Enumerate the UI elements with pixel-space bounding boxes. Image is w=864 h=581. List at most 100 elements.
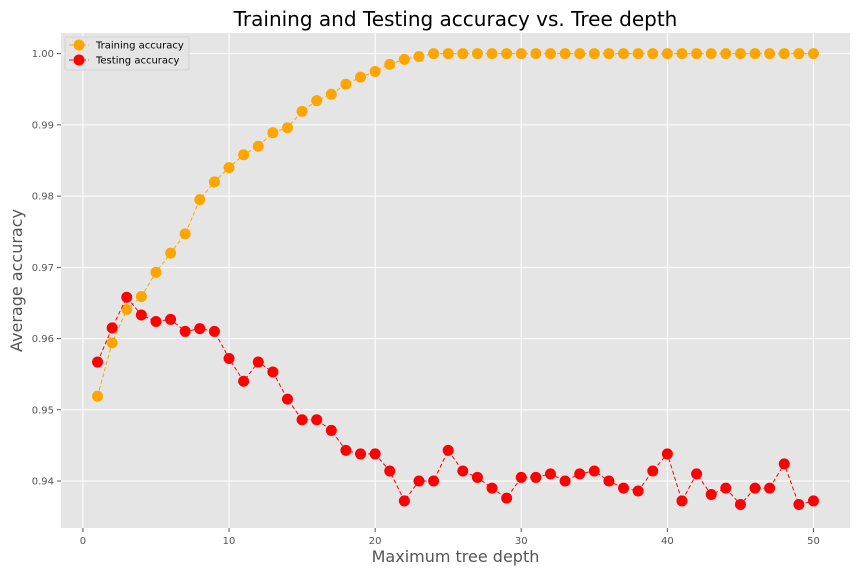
data-point [559, 48, 571, 60]
series-testing [92, 291, 819, 510]
data-point [793, 48, 805, 60]
data-point [384, 465, 396, 477]
data-point [252, 140, 264, 152]
data-point [647, 48, 659, 60]
data-point [340, 78, 352, 90]
data-point [223, 352, 235, 364]
grid-lines [61, 33, 850, 528]
data-point [252, 356, 264, 368]
data-point [574, 468, 586, 480]
data-point [311, 414, 323, 426]
data-point [457, 48, 469, 60]
data-point [749, 48, 761, 60]
data-point [778, 48, 790, 60]
data-point [369, 65, 381, 77]
data-point [544, 468, 556, 480]
data-point [603, 48, 615, 60]
data-point [325, 88, 337, 100]
data-point [691, 48, 703, 60]
data-point [238, 375, 250, 387]
data-point [720, 48, 732, 60]
data-point [428, 475, 440, 487]
data-point [165, 247, 177, 259]
data-point [501, 492, 513, 504]
data-point [749, 482, 761, 494]
data-point [179, 325, 191, 337]
data-point [281, 393, 293, 405]
data-point [632, 48, 644, 60]
data-point [135, 291, 147, 303]
data-point [413, 51, 425, 63]
data-point [705, 48, 717, 60]
data-point [121, 291, 133, 303]
x-tick-label: 20 [369, 536, 382, 547]
series-layer [92, 48, 819, 510]
data-point [179, 228, 191, 240]
y-tick-label: 0.99 [32, 120, 54, 131]
y-tick-label: 1.00 [32, 49, 54, 60]
data-point [764, 482, 776, 494]
data-point [150, 315, 162, 327]
legend-box [64, 36, 190, 71]
data-point [223, 162, 235, 174]
data-point [121, 303, 133, 315]
legend-label: Training accuracy [95, 41, 184, 52]
data-point [311, 95, 323, 107]
data-point [267, 127, 279, 139]
x-axis-title: Maximum tree depth [372, 547, 540, 566]
data-point [778, 458, 790, 470]
data-point [325, 424, 337, 436]
axis-ticks: 0 10 20 30 40 50 0.94 0.95 0.96 0.97 0.98 0.99 1.00 [32, 49, 820, 547]
data-point [559, 475, 571, 487]
data-point [676, 48, 688, 60]
legend-entry: Testing accuracy [69, 54, 180, 67]
data-point [296, 105, 308, 117]
data-point [501, 48, 513, 60]
y-tick-label: 0.97 [32, 263, 54, 274]
data-point [194, 323, 206, 335]
data-point [661, 48, 673, 60]
data-point [106, 322, 118, 334]
data-point [515, 471, 527, 483]
data-point [632, 485, 644, 497]
data-point [486, 48, 498, 60]
data-point [208, 325, 220, 337]
legend-marker [73, 39, 85, 51]
data-point [530, 48, 542, 60]
chart-title: Training and Testing accuracy vs. Tree d… [233, 7, 678, 31]
data-point [428, 48, 440, 60]
data-point [588, 48, 600, 60]
data-point [165, 313, 177, 325]
data-point [720, 482, 732, 494]
data-point [676, 495, 688, 507]
data-point [267, 366, 279, 378]
data-point [208, 176, 220, 188]
legend-entries: Training accuracy Testing accuracy [69, 39, 184, 67]
data-point [296, 414, 308, 426]
data-point [457, 465, 469, 477]
data-point [471, 48, 483, 60]
data-point [588, 465, 600, 477]
data-point [691, 468, 703, 480]
data-point [618, 48, 630, 60]
legend-entry: Training accuracy [69, 39, 184, 52]
data-point [194, 194, 206, 206]
x-tick-label: 40 [661, 536, 674, 547]
data-point [369, 448, 381, 460]
data-point [574, 48, 586, 60]
x-tick-label: 30 [515, 536, 528, 547]
data-point [515, 48, 527, 60]
data-point [705, 489, 717, 501]
data-point [398, 53, 410, 65]
legend-label: Testing accuracy [95, 56, 180, 67]
data-point [734, 498, 746, 510]
y-axis-title: Average accuracy [7, 209, 26, 352]
data-point [355, 71, 367, 83]
data-point [413, 475, 425, 487]
data-point [106, 337, 118, 349]
data-point [618, 482, 630, 494]
data-point [734, 48, 746, 60]
data-point [471, 471, 483, 483]
